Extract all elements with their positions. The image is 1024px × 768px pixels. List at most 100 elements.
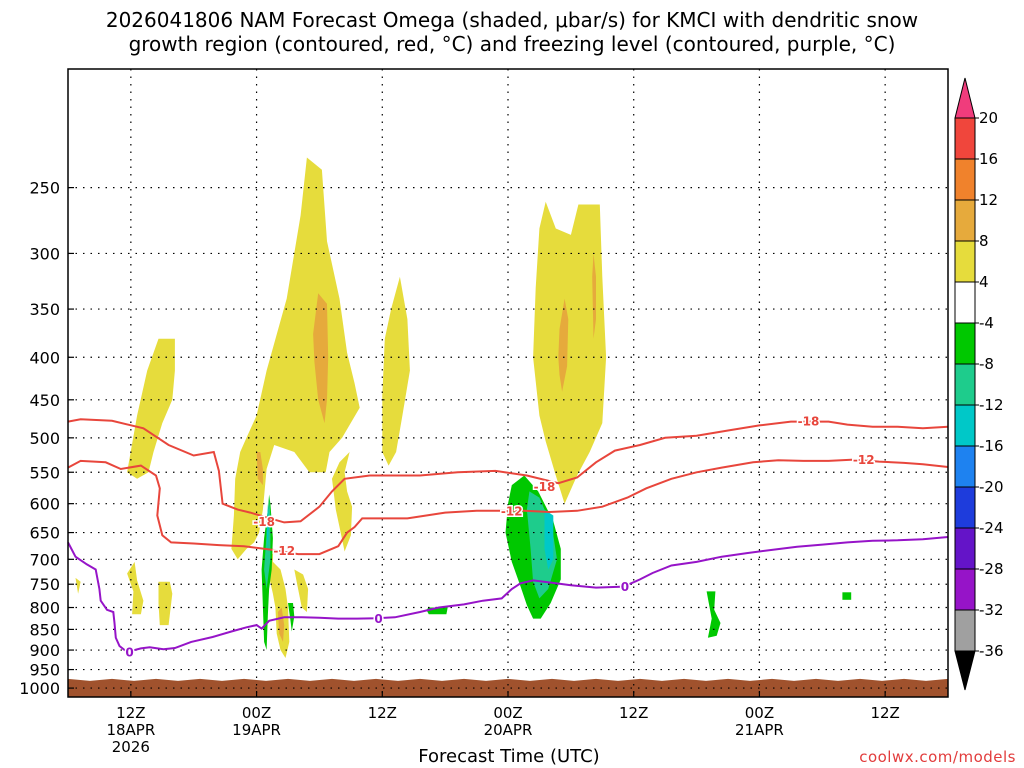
y-tick-label-850: 850 [29,620,60,639]
y-tick-label-550: 550 [29,463,60,482]
colorbar-swatch-6 [954,322,976,365]
x-tick-label-20-0: 12Z [368,704,397,722]
y-tick-label-900: 900 [29,641,60,660]
ground-layer [68,678,948,697]
colorbar-label-3: 8 [979,232,989,250]
omega-region-4-8 [382,276,410,466]
omega-region-neg4-4 [706,591,721,638]
colorbar: 20 16 12 8 4 -4 -8 -12 -16 -20 -24 -28 -32 -36 [954,77,1004,691]
x-tick-label-30-1: 20APR [484,721,533,739]
colorbar-label-0: 20 [979,109,998,127]
contour-label-dgz-lower-0: -12 [273,544,295,558]
contour-freezing-level [67,536,949,654]
x-tick-label-50-0: 00Z [745,704,774,722]
colorbar-swatch-0 [954,77,976,119]
contour-label-dgz-upper-2: -18 [798,414,820,428]
omega-region-8-3 [558,298,569,392]
omega-region-4-0 [75,577,81,594]
colorbar-swatch-9 [954,445,976,488]
colorbar-label-9: -20 [979,478,1004,496]
omega-region-neg4-5 [842,592,852,600]
x-tick-label-10-0: 00Z [242,704,271,722]
contour-label-freezing-level-2: 0 [621,580,629,594]
y-tick-label-750: 750 [29,575,60,594]
contour-label-dgz-lower-2: -12 [853,453,875,467]
chart-title-line-1: 2026041806 NAM Forecast Omega (shaded, μ… [105,8,919,32]
colorbar-swatch-2 [954,158,976,201]
contour-layer: -18 -18 -18 -12 -12 -12 0 0 0 [67,413,949,661]
colorbar-label-4: 4 [979,273,989,291]
omega-region-8-1 [256,452,263,486]
colorbar-label-5: -4 [979,314,994,332]
y-tick-label-500: 500 [29,429,60,448]
chart-title: 2026041806 NAM Forecast Omega (shaded, μ… [0,8,1024,56]
contour-label-freezing-level-0: 0 [125,646,133,660]
y-tick-label-1000: 1000 [19,679,60,698]
x-axis-label: Forecast Time (UTC) [418,746,600,767]
colorbar-label-10: -24 [979,519,1004,537]
ground-surface [68,678,948,697]
x-tick-label-0-2: 2026 [112,738,150,756]
colorbar-swatch-3 [954,199,976,242]
omega-region-neg12-1 [544,509,554,570]
colorbar-swatch-10 [954,486,976,529]
y-tick-label-650: 650 [29,524,60,543]
colorbar-label-2: 12 [979,191,998,209]
colorbar-swatch-4 [954,240,976,283]
omega-region-8-0 [313,293,329,424]
colorbar-label-7: -12 [979,396,1004,414]
y-tick-label-600: 600 [29,495,60,514]
omega-region-4-7 [294,569,309,612]
y-tick-label-950: 950 [29,661,60,680]
omega-region-8-4 [592,253,596,339]
colorbar-swatch-8 [954,404,976,447]
y-tick-label-250: 250 [29,179,60,198]
omega-region-4-1 [127,561,144,615]
x-tick-label-40-0: 12Z [619,704,648,722]
omega-region-neg12-0 [266,503,270,549]
y-tick-label-800: 800 [29,599,60,618]
colorbar-swatch-13 [954,609,976,652]
axes-layer: 250 300 350 400 450 500 550 600 650 700 750 800 850 9… [19,68,949,756]
colorbar-label-13: -36 [979,642,1004,660]
colorbar-label-8: -16 [979,437,1004,455]
y-tick-label-300: 300 [29,244,60,263]
omega-region-neg8-1 [526,491,557,599]
contour-dgz-upper [67,418,949,524]
colorbar-label-6: -8 [979,355,994,373]
omega-region-4-6 [332,452,353,552]
colorbar-label-12: -32 [979,601,1004,619]
omega-region-4-9 [533,201,607,504]
chart-title-line-2: growth region (contoured, red, °C) and f… [128,32,896,56]
contour-label-dgz-upper-0: -18 [253,515,275,529]
x-tick-label-60-0: 12Z [870,704,899,722]
y-tick-label-450: 450 [29,391,60,410]
contour-label-dgz-lower-1: -12 [501,504,523,518]
colorbar-swatch-5 [954,281,976,324]
x-tick-label-10-1: 19APR [232,721,281,739]
omega-region-4-3 [127,338,175,479]
contour-label-dgz-upper-1: -18 [534,480,556,494]
credit-link[interactable]: coolwx.com/models [859,748,1016,766]
contour-dgz-lower [67,458,949,556]
omega-region-4-5 [267,548,290,658]
colorbar-label-11: -28 [979,560,1004,578]
colorbar-label-1: 16 [979,150,998,168]
colorbar-swatch-11 [954,527,976,570]
omega-region-8-2 [277,607,285,642]
x-tick-label-0-1: 18APR [106,721,155,739]
y-tick-label-350: 350 [29,300,60,319]
colorbar-swatch-12 [954,568,976,611]
x-tick-label-50-1: 21APR [735,721,784,739]
x-tick-label-30-0: 00Z [493,704,522,722]
y-tick-label-700: 700 [29,550,60,569]
gridline-layer [68,69,948,697]
colorbar-swatch-14 [954,650,976,691]
omega-region-4-2 [158,581,173,626]
omega-shading-layer [75,157,852,658]
y-tick-label-400: 400 [29,348,60,367]
contour-label-freezing-level-1: 0 [374,612,382,626]
colorbar-swatch-1 [954,117,976,160]
colorbar-swatch-7 [954,363,976,406]
